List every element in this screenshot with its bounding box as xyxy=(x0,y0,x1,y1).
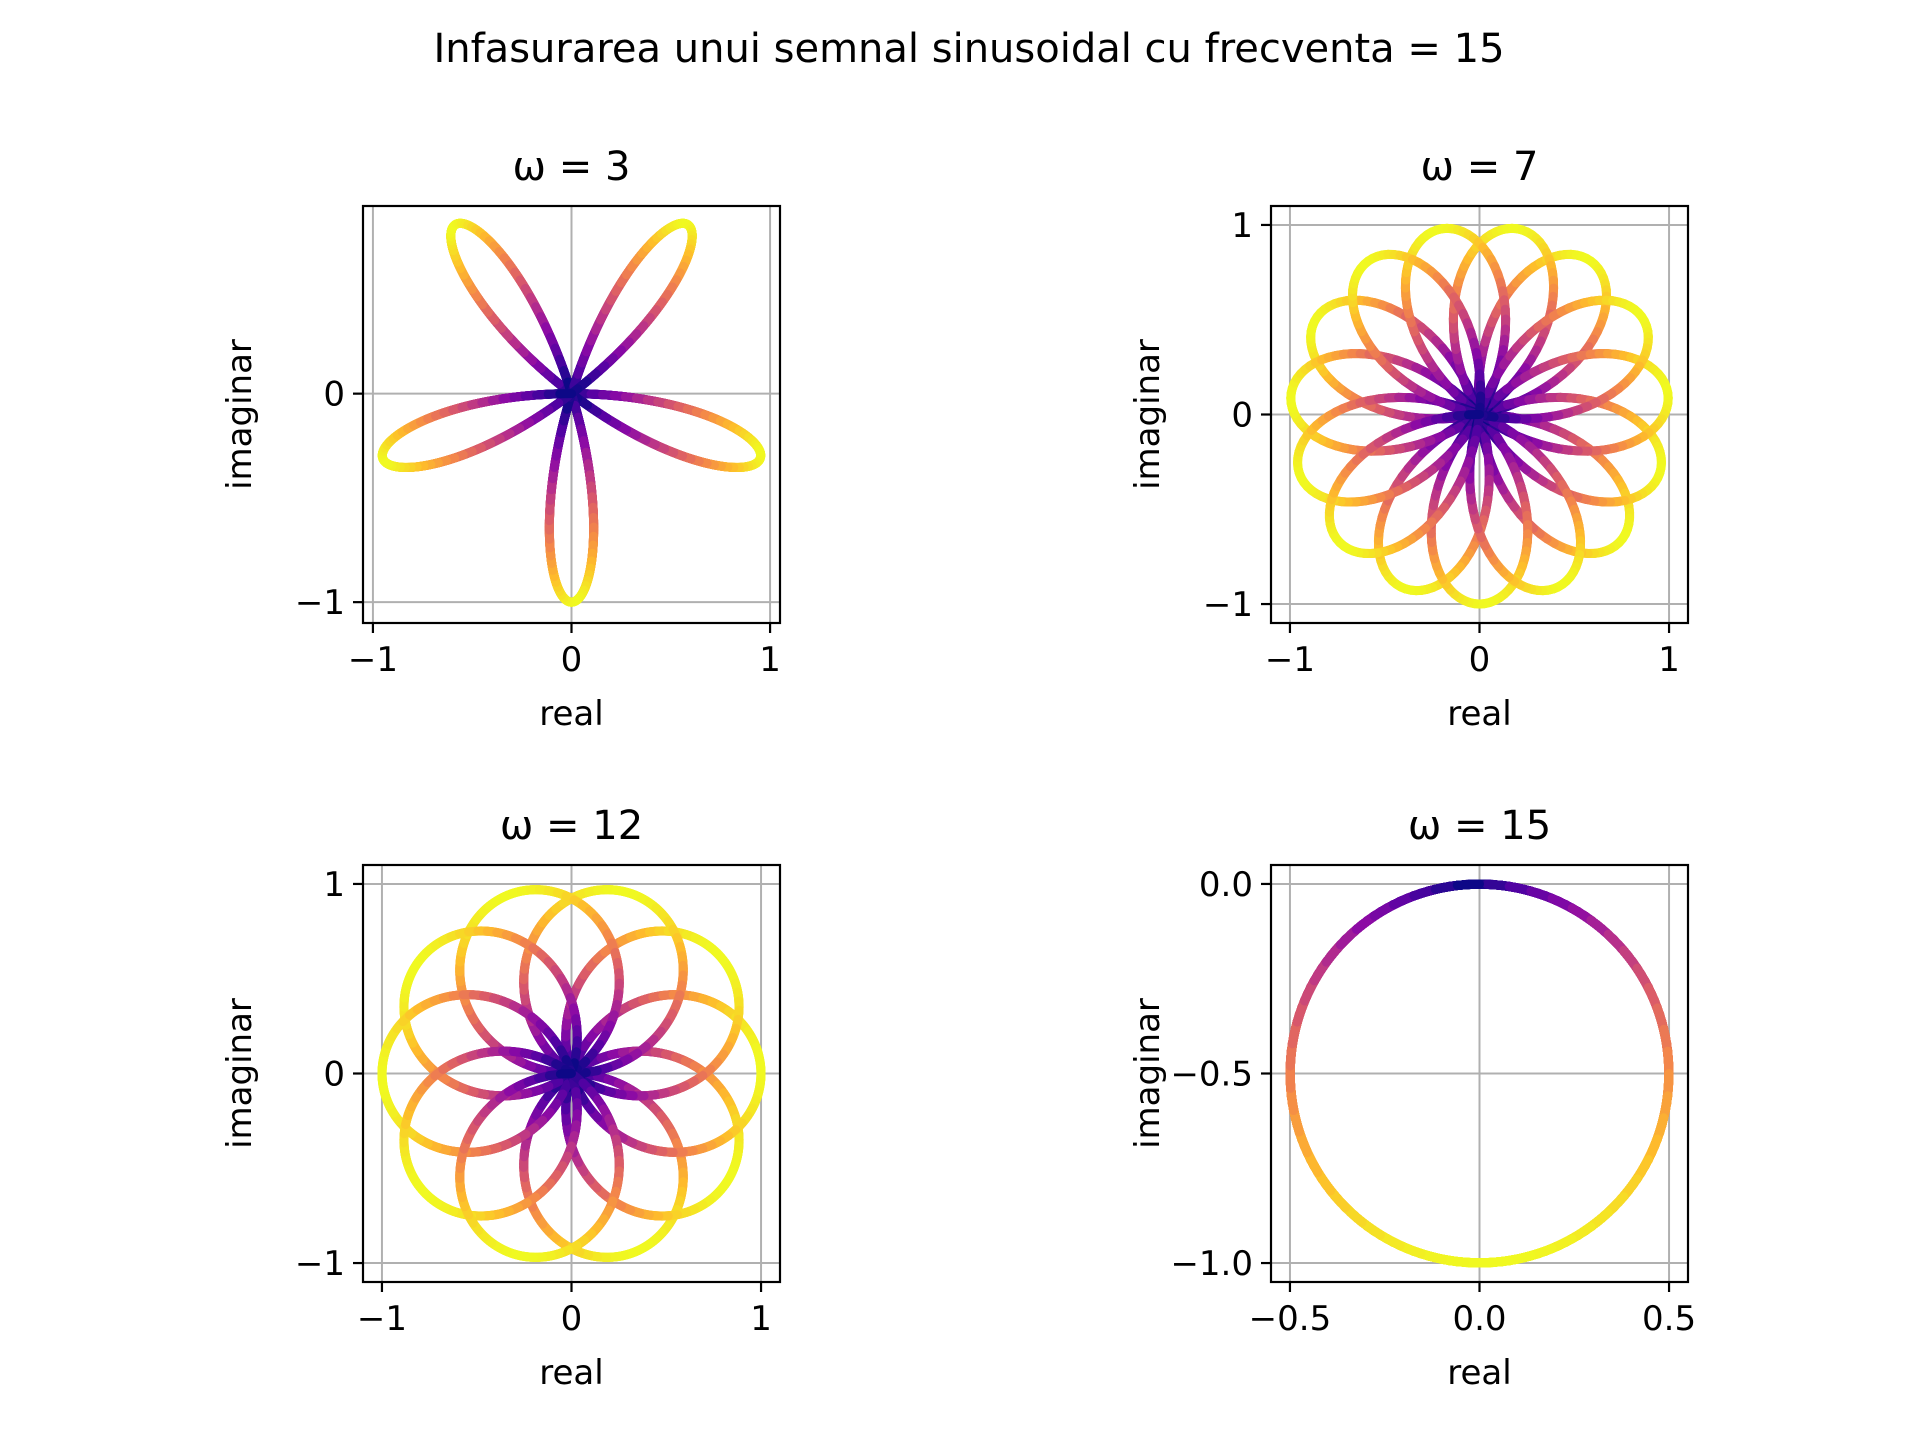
omega-12-xtick-label-1: 0 xyxy=(561,1299,583,1339)
omega-3-xtick-label-2: 1 xyxy=(759,640,781,680)
omega-3-ytick-label-1: 0 xyxy=(323,375,345,415)
omega-12-ylabel: imaginar xyxy=(220,998,260,1149)
subplot-omega-12: −1 0 1 −1 0 1 real imaginar ω = 12 xyxy=(220,803,782,1393)
omega-7-winding-curve xyxy=(1286,223,1673,609)
omega-12-ytick-label-2: 1 xyxy=(323,865,345,905)
omega-3-winding-curve xyxy=(377,218,766,607)
omega-7-xlabel: real xyxy=(1447,694,1511,734)
omega-7-ytick-label-0: −1 xyxy=(1203,585,1253,625)
omega-15-winding-curve xyxy=(1285,879,1674,1268)
omega-12-xlabel: real xyxy=(539,1353,603,1393)
omega-7-ytick-label-2: 1 xyxy=(1231,206,1253,246)
omega-7-xtick-label-1: 0 xyxy=(1469,640,1491,680)
omega-12-xtick-label-0: −1 xyxy=(357,1299,407,1339)
omega-3-ytick-label-0: −1 xyxy=(295,583,345,623)
omega-7-ylabel: imaginar xyxy=(1128,339,1168,490)
omega-12-xtick-label-2: 1 xyxy=(750,1299,772,1339)
omega-7-title: ω = 7 xyxy=(1421,144,1539,190)
omega-12-ytick-label-1: 0 xyxy=(323,1055,345,1095)
omega-3-title: ω = 3 xyxy=(513,144,631,190)
omega-3-xtick-label-1: 0 xyxy=(561,640,583,680)
subplot-omega-7: −1 0 1 −1 0 1 real imaginar ω = 7 xyxy=(1128,144,1690,734)
omega-3-ylabel: imaginar xyxy=(220,339,260,490)
omega-7-xtick-label-2: 1 xyxy=(1658,640,1680,680)
omega-12-title: ω = 12 xyxy=(500,803,643,849)
omega-12-winding-curve xyxy=(377,885,766,1262)
omega-12-curve-segment xyxy=(555,1069,576,1079)
omega-12-ytick-label-0: −1 xyxy=(295,1244,345,1284)
figure-suptitle: Infasurarea unui semnal sinusoidal cu fr… xyxy=(433,26,1504,72)
omega-7-xtick-label-0: −1 xyxy=(1265,640,1315,680)
subplot-omega-3: −1 0 1 −1 0 real imaginar ω = 3 xyxy=(220,144,782,734)
omega-3-xtick-label-0: −1 xyxy=(348,640,398,680)
omega-3-xlabel: real xyxy=(539,694,603,734)
omega-7-ytick-label-1: 0 xyxy=(1231,396,1253,436)
